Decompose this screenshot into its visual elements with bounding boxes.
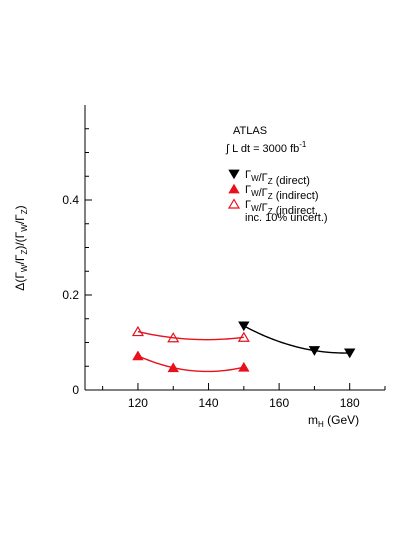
legend-label: ΓW/ΓZ (direct) [245,169,310,187]
y-tick-label: 0.2 [62,288,79,302]
data-point [237,331,250,342]
legend-marker [227,198,241,209]
legend-label-continued: inc. 10% uncert.) [245,212,328,224]
data-point [238,321,250,332]
fit-curve [137,330,244,341]
data-point [308,346,321,356]
y-tick-label: 0.4 [62,193,79,207]
x-tick-label: 140 [199,396,219,410]
legend-label: ΓW/ΓZ (indirect) [245,184,318,202]
x-tick-label: 180 [340,396,360,410]
y-ticks: 0 0.2 0.4 [62,128,92,397]
fit-curves [137,325,350,373]
legend: ΓW/ΓZ (direct)ΓW/ΓZ (indirect)ΓW/ΓZ (ind… [227,169,328,224]
x-tick-label: 160 [269,396,289,410]
data-point [167,362,179,373]
data-point [131,325,144,337]
legend-label: ΓW/ΓZ (indirect, [245,199,318,217]
legend-marker [228,183,240,194]
fit-curve [137,355,244,373]
x-axis-label: mH (GeV) [308,413,359,429]
luminosity-label: ∫ L dt = 3000 fb-1 [225,140,307,155]
data-point [167,332,180,343]
data-point [344,348,356,359]
data-points [131,321,356,373]
x-ticks: 120 140 160 180 [102,383,386,410]
data-point [132,350,144,361]
y-tick-label: 0 [72,383,79,397]
legend-marker [228,169,240,180]
x-tick-label: 120 [128,396,148,410]
y-axis-label: Δ(ΓW/ΓZ)/(ΓW/ΓZ) [13,205,29,290]
data-point [238,361,250,372]
experiment-label: ATLAS [233,125,267,137]
fit-curve [243,325,350,354]
